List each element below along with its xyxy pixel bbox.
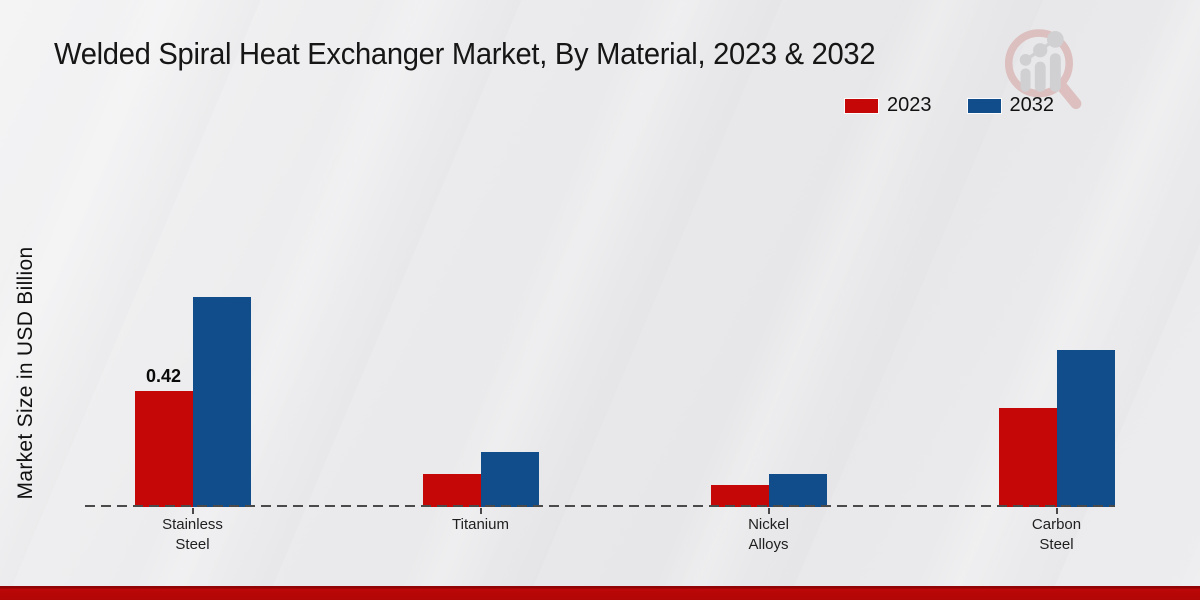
axis-tick-stainless-steel	[191, 508, 194, 514]
legend-label-2023: 2023	[887, 94, 932, 116]
legend: 2023 2032	[845, 94, 1054, 117]
bar-value-label: 0.42	[145, 366, 182, 386]
bar-2023-nickel-alloys	[710, 485, 769, 507]
category-label-carbon-steel: Carbon Steel	[1031, 516, 1082, 553]
y-axis-title: Market Size in USD Billion	[14, 246, 37, 500]
axis-tick-nickel-alloys	[767, 508, 770, 514]
magnifier-growth-chart-logo-icon	[1004, 29, 1082, 110]
bar-2023-stainless-steel	[134, 391, 193, 507]
legend-item-2023: 2023	[845, 94, 932, 117]
axis-tick-carbon-steel	[1055, 508, 1058, 514]
bar-2032-stainless-steel	[192, 297, 251, 507]
legend-swatch-2023-icon	[845, 98, 878, 113]
bar-2023-carbon-steel	[998, 408, 1057, 507]
legend-item-2032: 2032	[967, 94, 1055, 117]
bar-2032-carbon-steel	[1056, 350, 1115, 507]
x-axis-line	[85, 505, 1115, 507]
legend-swatch-2032-icon	[967, 98, 1001, 113]
legend-label-2032: 2032	[1009, 94, 1055, 116]
chart-title: Welded Spiral Heat Exchanger Market, By …	[54, 36, 876, 71]
axis-tick-titanium	[479, 508, 482, 514]
category-label-titanium: Titanium	[452, 516, 509, 533]
bar-2023-titanium	[422, 474, 481, 507]
bar-2032-nickel-alloys	[768, 474, 827, 507]
category-label-stainless-steel: Stainless Steel	[162, 516, 223, 553]
plot-area: 0.42 Stainless Steel Titanium Nickel Alloys C…	[85, 247, 1115, 553]
bar-2032-titanium	[480, 452, 539, 507]
category-label-nickel-alloys: Nickel Alloys	[748, 516, 789, 553]
footer-red-band	[0, 586, 1200, 600]
